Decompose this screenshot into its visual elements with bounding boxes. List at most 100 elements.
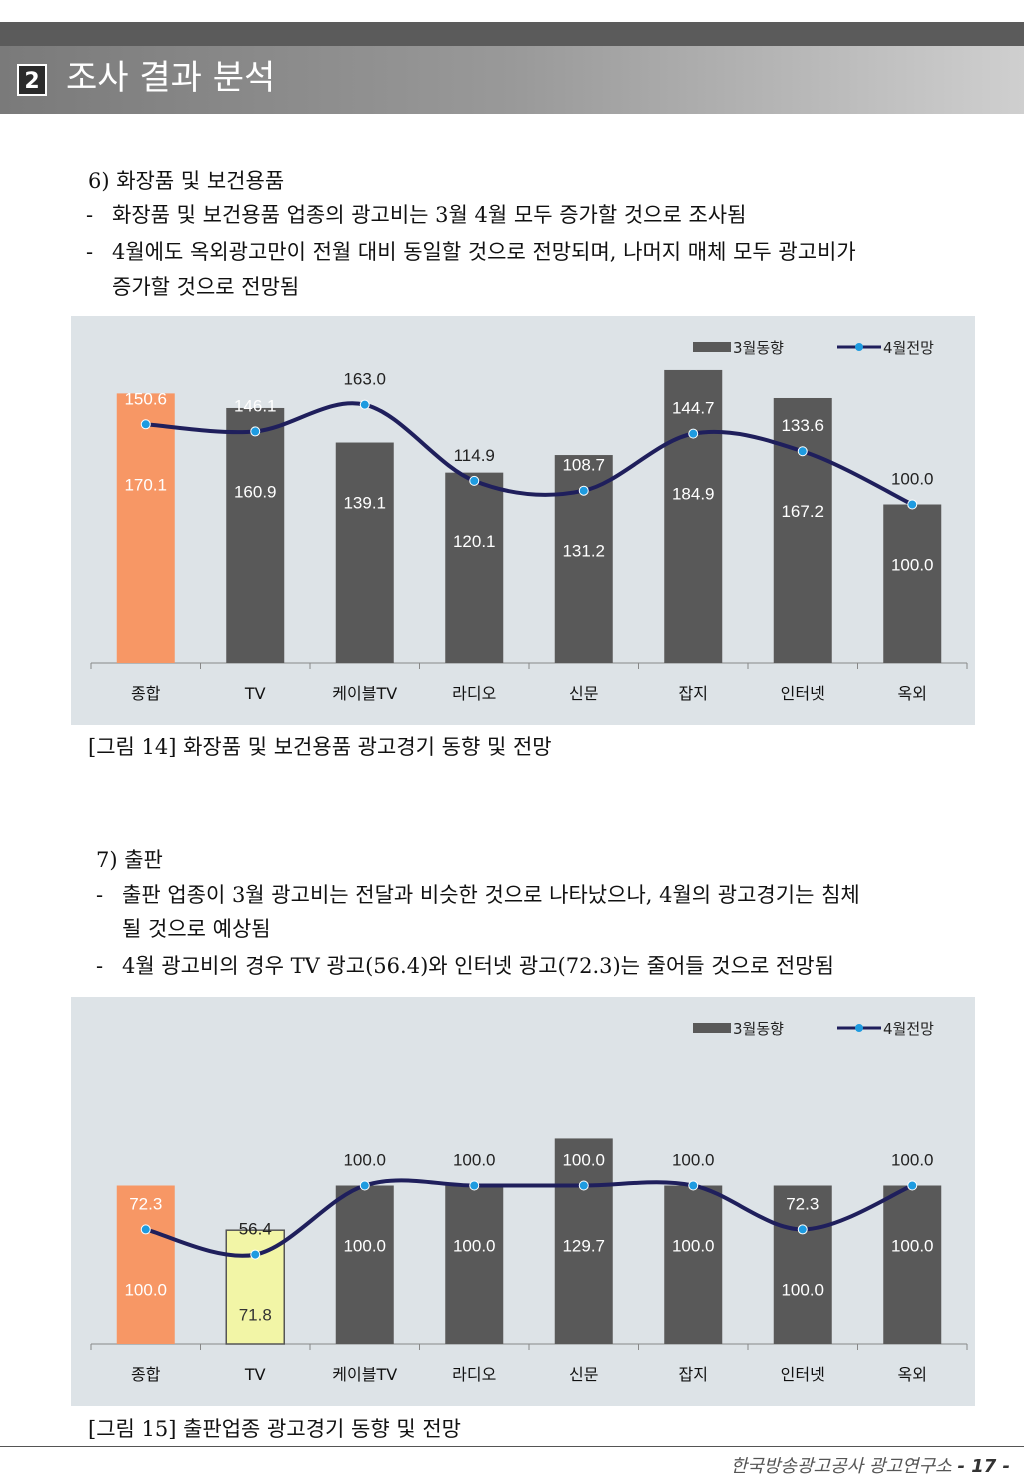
line-point-7: [797, 446, 808, 457]
bar-4: [445, 1185, 504, 1344]
s7-heading: 7) 출판: [96, 848, 163, 872]
bar-3: [335, 442, 394, 663]
bar-1: [116, 1185, 175, 1344]
bar-value-label: 184.9: [672, 485, 715, 504]
x-tick-label: 종합: [131, 1365, 161, 1384]
line-value-label: 108.7: [562, 456, 605, 475]
bar-value-label: 71.8: [239, 1306, 272, 1325]
bar-value-label: 120.1: [453, 532, 496, 551]
page-number: - 17 -: [957, 1456, 1010, 1477]
s7-bullet-1: - 출판 업종이 3월 광고비는 전달과 비슷한 것으로 나타났으나, 4월의 광…: [96, 883, 860, 907]
bar-5: [554, 1138, 613, 1344]
line-point-5: [578, 1180, 589, 1191]
line-value-label: 144.7: [672, 399, 715, 418]
bar-value-label: 100.0: [891, 1237, 934, 1256]
line-point-4: [469, 1180, 480, 1191]
bar-7: [773, 1185, 832, 1344]
line-value-label: 133.6: [781, 416, 824, 435]
line-point-8: [907, 1180, 918, 1191]
x-tick-label: 케이블TV: [332, 1365, 397, 1384]
line-point-8: [907, 499, 918, 510]
bar-value-label: 100.0: [453, 1237, 496, 1256]
line-value-label: 100.0: [343, 1151, 386, 1170]
line-point-3: [359, 399, 370, 410]
legend-line-marker: [855, 1024, 863, 1032]
legend-bar-swatch: [693, 342, 731, 352]
line-value-label: 72.3: [129, 1194, 162, 1213]
bar-value-label: 100.0: [891, 556, 934, 575]
line-value-label: 100.0: [672, 1151, 715, 1170]
footer-org: 한국방송광고공사 광고연구소: [730, 1456, 952, 1477]
s7-bullet-1-cont: 될 것으로 예상됨: [122, 917, 271, 941]
s6-bullet-2-cont: 증가할 것으로 전망됨: [112, 275, 300, 299]
chart-14-svg: 종합 TV 케이블TV 라디오 신문 잡지 인터넷 옥외 170.1 160.9 139.1 120.…: [90, 339, 968, 703]
line-value-label: 163.0: [343, 370, 386, 389]
bar-value-label: 100.0: [343, 1237, 386, 1256]
bar-value-label: 129.7: [562, 1237, 605, 1256]
line-point-6: [688, 428, 699, 439]
bar-6: [664, 1185, 723, 1344]
x-tick-label: 옥외: [898, 1365, 927, 1384]
line-point-3: [359, 1180, 370, 1191]
s7-bullet-2: -4월 광고비의 경우 TV 광고(56.4)와 인터넷 광고(72.3)는 줄…: [96, 954, 834, 978]
line-value-label: 114.9: [454, 446, 495, 465]
bar-7: [773, 397, 832, 663]
bar-8: [883, 504, 942, 663]
line-value-label: 100.0: [891, 470, 934, 489]
legend-label-line: 4월전망: [883, 339, 934, 357]
line-point-1: [140, 419, 151, 430]
legend-label-bar: 3월동향: [733, 1020, 784, 1038]
line-point-1: [140, 1224, 151, 1235]
bar-6: [664, 369, 723, 663]
line-point-2: [250, 426, 261, 437]
line-point-5: [578, 485, 589, 496]
bar-value-label: 139.1: [343, 494, 386, 513]
chart-15-svg: 종합 TV 케이블TV 라디오 신문 잡지 인터넷 옥외 100.0 71.8 100.0 100.0…: [90, 1020, 968, 1384]
x-tick-label: 잡지: [679, 684, 708, 703]
x-tick-label: 라디오: [452, 1365, 496, 1384]
top-bar: [0, 22, 1024, 46]
chart-14: 종합 TV 케이블TV 라디오 신문 잡지 인터넷 옥외 170.1 160.9 139.1 120.…: [71, 316, 975, 725]
s6-bullet-1: - 화장품 및 보건용품 업종의 광고비는 3월 4월 모두 증가할 것으로 조사…: [86, 203, 747, 227]
line-value-label: 100.0: [891, 1151, 934, 1170]
x-tick-label: TV: [244, 1365, 266, 1384]
bar-value-label: 100.0: [672, 1237, 715, 1256]
x-tick-label: 신문: [569, 684, 598, 703]
bar-8: [883, 1185, 942, 1344]
line-value-label: 56.4: [239, 1220, 272, 1239]
legend-label-bar: 3월동향: [733, 339, 784, 357]
line-point-7: [797, 1224, 808, 1235]
series-line-4월전망: [145, 1178, 914, 1258]
bar-1: [116, 393, 175, 663]
x-tick-label: 종합: [131, 684, 161, 703]
line-value-label: 72.3: [786, 1194, 819, 1213]
legend-bar-swatch: [693, 1023, 731, 1033]
figure-14-caption: [그림 14] 화장품 및 보건용품 광고경기 동향 및 전망: [88, 735, 552, 759]
line-point-6: [688, 1180, 699, 1191]
bar-3: [335, 1185, 394, 1344]
bar-value-label: 160.9: [234, 482, 277, 501]
bar-value-label: 170.1: [124, 475, 167, 494]
series-line-4월전망: [145, 401, 914, 507]
legend-line-marker: [855, 343, 863, 351]
section-title: 조사 결과 분석: [66, 58, 276, 98]
line-value-label: 100.0: [453, 1151, 496, 1170]
bar-value-label: 131.2: [562, 542, 605, 561]
line-point-4: [469, 475, 480, 486]
s6-bullet-2: -4월에도 옥외광고만이 전월 대비 동일할 것으로 전망되며, 나머지 매체 …: [86, 240, 856, 264]
legend-label-line: 4월전망: [883, 1020, 934, 1038]
chart-15: 종합 TV 케이블TV 라디오 신문 잡지 인터넷 옥외 100.0 71.8 100.0 100.0…: [71, 997, 975, 1406]
bar-value-label: 100.0: [124, 1280, 167, 1299]
x-tick-label: 인터넷: [781, 684, 825, 703]
bar-value-label: 167.2: [781, 502, 824, 521]
x-tick-label: TV: [244, 684, 266, 703]
x-tick-label: 인터넷: [781, 1365, 825, 1384]
line-value-label: 146.1: [234, 396, 277, 415]
footer-divider: [0, 1446, 1024, 1447]
bar-2: [226, 407, 285, 663]
x-tick-label: 옥외: [898, 684, 927, 703]
x-tick-label: 라디오: [452, 684, 496, 703]
line-value-label: 100.0: [562, 1151, 605, 1170]
line-value-label: 150.6: [124, 389, 167, 408]
section-header: 2 조사 결과 분석: [0, 46, 1024, 114]
